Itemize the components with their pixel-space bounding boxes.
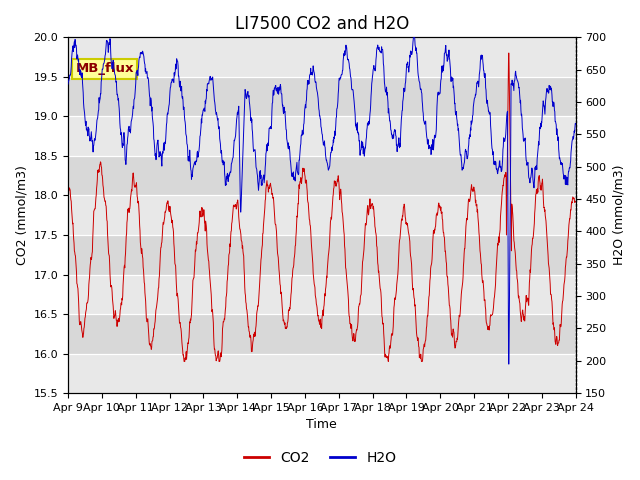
Title: LI7500 CO2 and H2O: LI7500 CO2 and H2O <box>235 15 409 33</box>
Y-axis label: CO2 (mmol/m3): CO2 (mmol/m3) <box>15 165 28 265</box>
Bar <box>68 195 575 235</box>
X-axis label: Time: Time <box>307 419 337 432</box>
Y-axis label: H2O (mmol/m3): H2O (mmol/m3) <box>612 165 625 265</box>
Bar <box>68 77 575 116</box>
Bar <box>68 275 575 314</box>
Bar <box>68 235 575 275</box>
Bar <box>68 37 575 77</box>
Bar <box>68 156 575 195</box>
Bar <box>68 116 575 156</box>
Bar <box>68 354 575 393</box>
Text: MB_flux: MB_flux <box>76 62 134 75</box>
Bar <box>68 314 575 354</box>
Legend: CO2, H2O: CO2, H2O <box>238 445 402 471</box>
